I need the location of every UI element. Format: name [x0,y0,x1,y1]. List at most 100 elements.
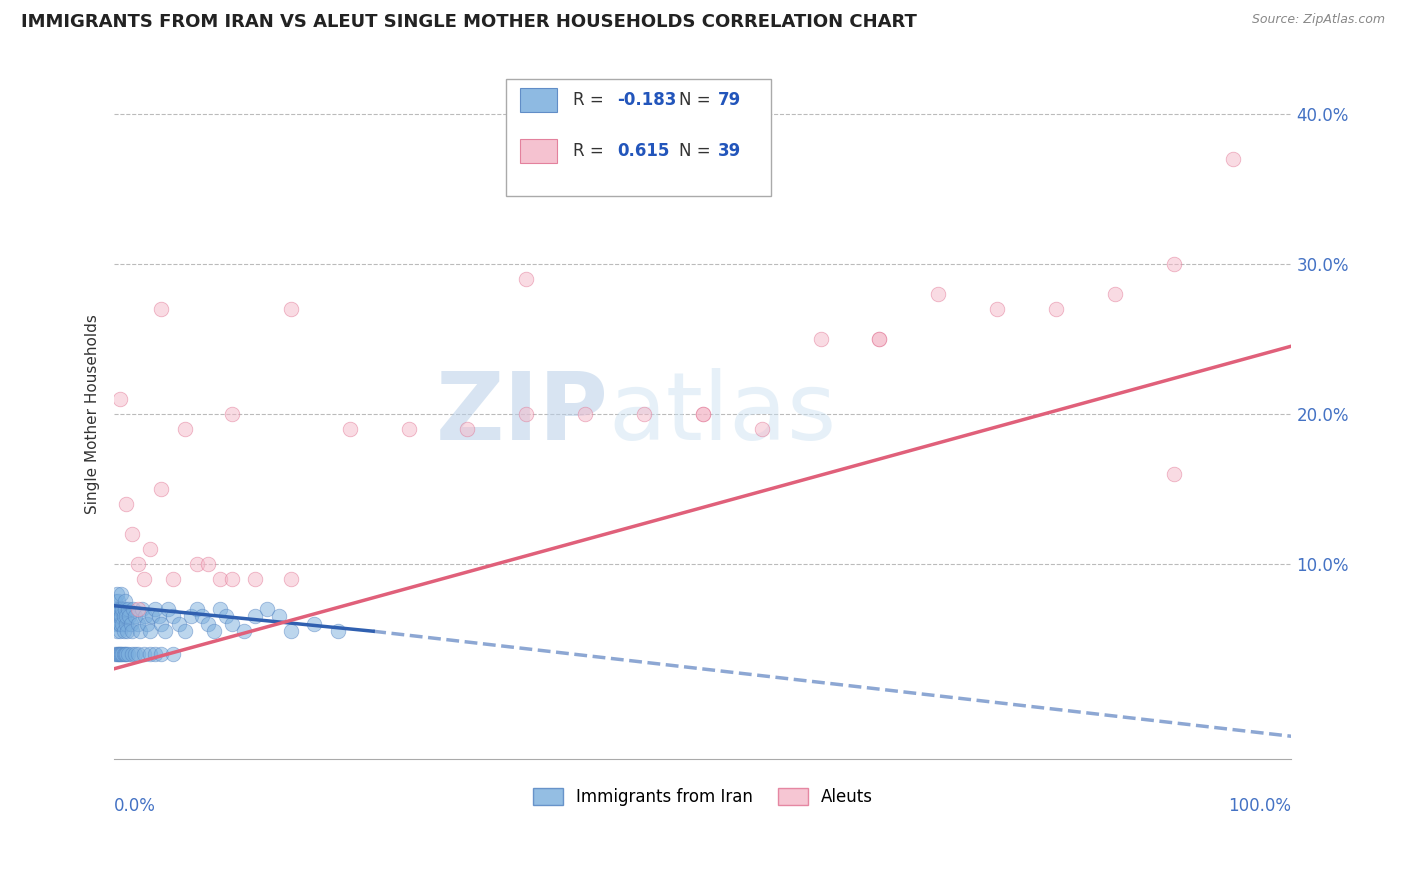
Point [209,572,232,586]
Point [162,572,184,586]
FancyBboxPatch shape [520,139,557,163]
Text: 39: 39 [718,143,741,161]
Point [115,616,138,631]
Point [692,407,714,421]
Point [339,422,361,436]
Point [267,609,290,624]
FancyBboxPatch shape [520,87,557,112]
Point [868,332,890,346]
Point [108,392,131,406]
Point [191,609,214,624]
Point [215,609,238,624]
Point [157,601,180,615]
Point [108,624,131,639]
Point [245,572,267,586]
Point [105,647,128,661]
Point [145,647,167,661]
Point [326,624,349,639]
Point [114,601,136,615]
Point [107,594,129,608]
Point [1163,257,1185,271]
Point [256,601,278,615]
Point [111,616,134,631]
Point [197,557,219,571]
Point [112,609,135,624]
Point [104,647,127,661]
Text: Source: ZipAtlas.com: Source: ZipAtlas.com [1251,13,1385,27]
Point [108,647,131,661]
Text: -0.183: -0.183 [617,91,676,109]
Point [1104,286,1126,301]
Point [138,647,160,661]
Point [232,624,254,639]
Point [110,609,132,624]
Point [456,422,478,436]
Legend: Immigrants from Iran, Aleuts: Immigrants from Iran, Aleuts [526,781,880,813]
Point [180,609,202,624]
Text: R =: R = [574,91,609,109]
Point [150,482,173,496]
Text: 79: 79 [718,91,741,109]
Point [202,624,225,639]
Point [138,624,160,639]
Point [280,624,302,639]
Point [124,609,146,624]
Point [515,271,537,285]
Point [986,301,1008,316]
Point [868,332,890,346]
Point [115,497,138,511]
Text: R =: R = [574,143,609,161]
Point [104,616,127,631]
FancyBboxPatch shape [506,78,770,196]
Point [515,407,537,421]
Point [115,609,138,624]
Point [132,572,155,586]
Point [108,647,131,661]
Point [111,647,134,661]
Point [111,601,134,615]
Point [121,624,143,639]
Point [148,609,170,624]
Text: 0.0%: 0.0% [114,797,156,814]
Point [186,601,208,615]
Point [112,624,135,639]
Point [574,407,596,421]
Text: IMMIGRANTS FROM IRAN VS ALEUT SINGLE MOTHER HOUSEHOLDS CORRELATION CHART: IMMIGRANTS FROM IRAN VS ALEUT SINGLE MOT… [21,13,917,31]
Point [114,647,136,661]
Text: N =: N = [679,143,716,161]
Point [150,647,173,661]
Text: N =: N = [679,91,716,109]
Point [1222,152,1244,166]
Point [245,609,267,624]
Point [280,572,302,586]
Point [122,601,145,615]
Point [105,601,128,615]
Point [127,647,149,661]
Point [145,601,167,615]
Point [120,616,142,631]
Y-axis label: Single Mother Households: Single Mother Households [86,314,100,514]
Point [304,616,326,631]
Text: atlas: atlas [609,368,837,459]
Point [112,647,135,661]
Point [129,624,152,639]
Point [138,541,160,556]
Point [153,624,176,639]
Point [108,601,131,615]
Point [810,332,832,346]
Point [107,609,129,624]
Point [134,609,156,624]
Point [131,601,153,615]
Point [121,526,143,541]
Point [209,601,232,615]
Point [186,557,208,571]
Point [127,557,149,571]
Point [197,616,219,631]
Point [107,601,129,615]
Text: 0.615: 0.615 [617,143,669,161]
Point [927,286,949,301]
Point [114,594,136,608]
Point [1045,301,1067,316]
Point [221,572,243,586]
Point [1163,467,1185,481]
